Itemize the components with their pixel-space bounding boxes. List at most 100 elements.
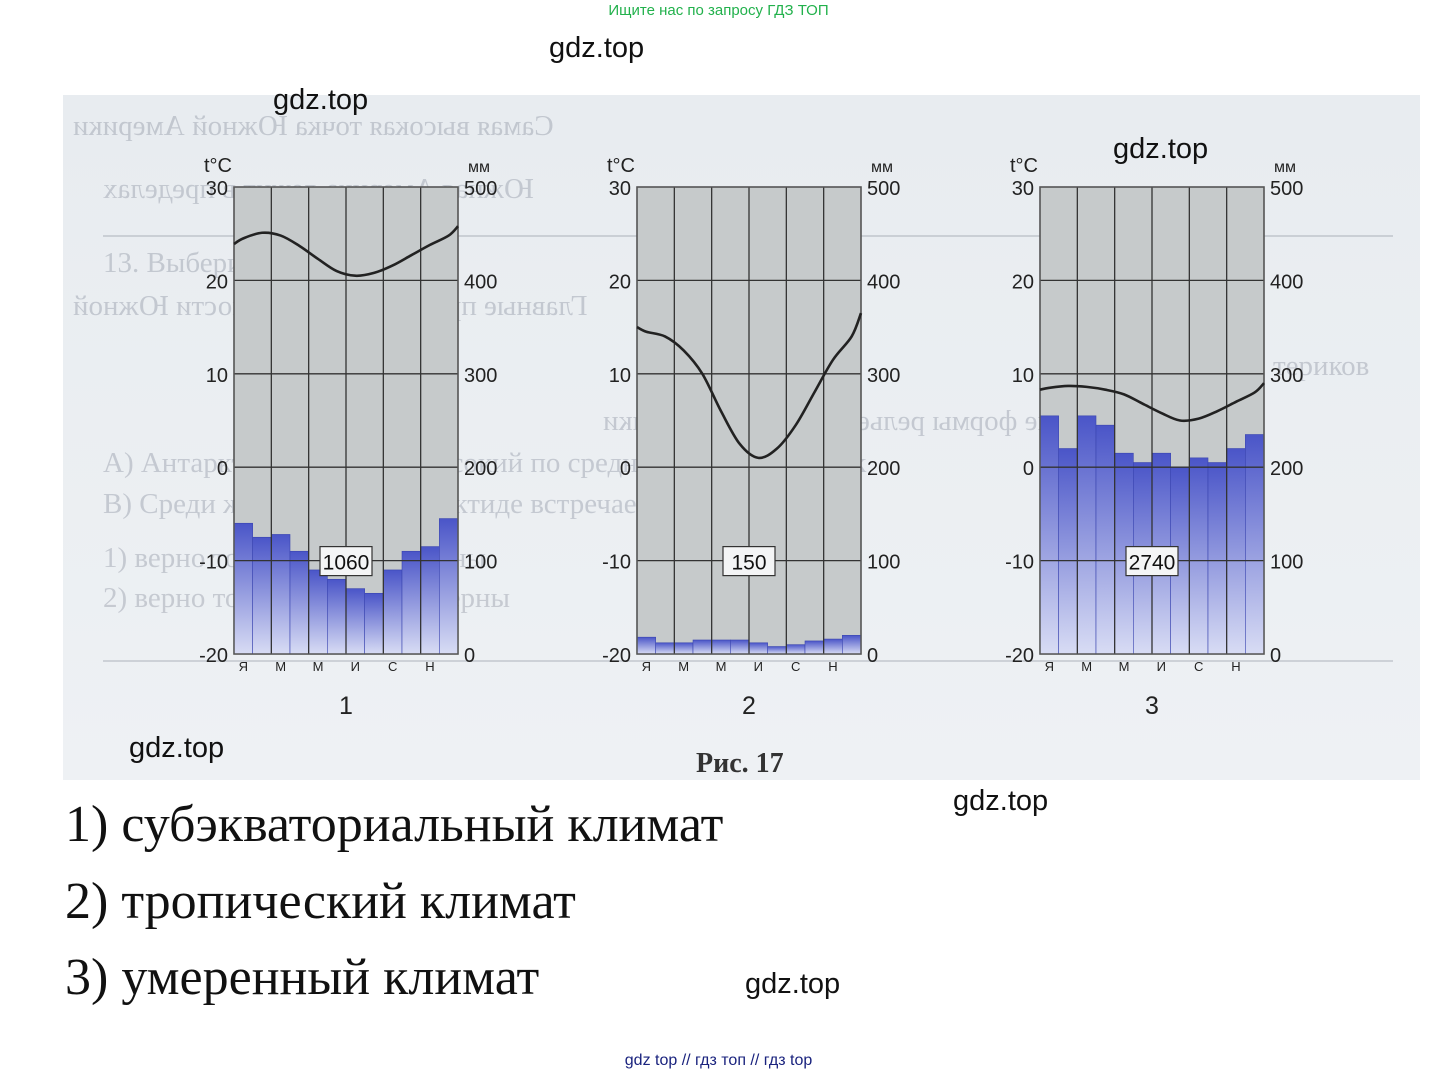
temp-tick-label: 10 bbox=[1012, 365, 1034, 387]
month-label: М bbox=[275, 659, 286, 674]
top-banner[interactable]: Ищите нас по запросу ГДЗ ТОП bbox=[608, 2, 829, 19]
precip-total-box bbox=[1125, 545, 1179, 577]
precip-bar bbox=[1189, 457, 1209, 655]
precip-unit-label: мм bbox=[468, 159, 490, 176]
temp-tick-label: 10 bbox=[206, 365, 228, 387]
precip-bar bbox=[420, 546, 440, 655]
precip-total-label: 2740 bbox=[1129, 552, 1176, 575]
temp-tick-label: 20 bbox=[206, 271, 228, 293]
watermark: gdz.top bbox=[273, 84, 369, 116]
temp-tick-label: 30 bbox=[609, 178, 631, 200]
precip-bar bbox=[271, 534, 291, 655]
plot-frame bbox=[1039, 186, 1265, 655]
figure-caption: Рис. 17 bbox=[696, 748, 784, 779]
month-label: С bbox=[1194, 659, 1203, 674]
precip-bar bbox=[364, 592, 384, 655]
month-label: М bbox=[313, 659, 324, 674]
temp-tick-label: 20 bbox=[1012, 271, 1034, 293]
precip-bar bbox=[711, 639, 731, 655]
precip-bar bbox=[730, 639, 750, 655]
precip-tick-label: 500 bbox=[1270, 178, 1303, 200]
precip-bar bbox=[383, 569, 403, 655]
precip-bar bbox=[1039, 415, 1059, 655]
watermark: gdz.top bbox=[129, 732, 225, 764]
precip-tick-label: 400 bbox=[867, 271, 900, 293]
precip-bar bbox=[308, 569, 328, 655]
month-label: И bbox=[351, 659, 360, 674]
month-label: Я bbox=[239, 659, 248, 674]
month-label: С bbox=[791, 659, 800, 674]
temp-tick-label: -20 bbox=[1005, 645, 1034, 667]
temperature-line bbox=[636, 312, 863, 460]
precip-bar bbox=[289, 550, 309, 655]
precip-bar bbox=[655, 642, 675, 655]
precip-bar bbox=[1207, 462, 1227, 655]
precip-unit-label: мм bbox=[871, 159, 893, 176]
month-label: И bbox=[1157, 659, 1166, 674]
precip-tick-label: 0 bbox=[1270, 645, 1281, 667]
temperature-line bbox=[1039, 382, 1265, 423]
month-label: М bbox=[678, 659, 689, 674]
temp-tick-label: 10 bbox=[609, 365, 631, 387]
precip-bar bbox=[233, 522, 253, 655]
precip-tick-label: 200 bbox=[867, 458, 900, 480]
precip-total-box bbox=[319, 545, 373, 577]
ghost-rule bbox=[103, 660, 1393, 662]
precip-bar bbox=[842, 635, 862, 655]
temp-tick-label: -10 bbox=[602, 552, 631, 574]
precip-bar bbox=[823, 638, 843, 655]
precip-tick-label: 300 bbox=[464, 365, 497, 387]
watermark: gdz.top bbox=[745, 968, 841, 1000]
precip-tick-label: 500 bbox=[464, 178, 497, 200]
temp-unit-label: t°C bbox=[204, 155, 232, 177]
precip-bar bbox=[786, 644, 806, 655]
precip-unit-label: мм bbox=[1274, 159, 1296, 176]
precip-bar bbox=[327, 578, 347, 655]
precip-bar bbox=[636, 636, 656, 655]
temp-unit-label: t°C bbox=[607, 155, 635, 177]
temp-tick-label: -10 bbox=[199, 552, 228, 574]
temp-tick-label: 0 bbox=[217, 458, 228, 480]
plot-frame bbox=[636, 186, 862, 655]
chart-number-label: 3 bbox=[1145, 692, 1159, 720]
precip-total-label: 1060 bbox=[323, 552, 370, 575]
precip-bar bbox=[767, 646, 787, 655]
precip-tick-label: 400 bbox=[464, 271, 497, 293]
precip-tick-label: 300 bbox=[867, 365, 900, 387]
precip-tick-label: 200 bbox=[464, 458, 497, 480]
precip-tick-label: 100 bbox=[464, 552, 497, 574]
precip-bar bbox=[674, 642, 694, 655]
temp-tick-label: 30 bbox=[1012, 178, 1034, 200]
precip-bar bbox=[692, 639, 712, 655]
answer-1: 1) субэкваториальный климат bbox=[65, 796, 724, 853]
temp-tick-label: 0 bbox=[620, 458, 631, 480]
precip-bar bbox=[401, 550, 421, 655]
answer-2: 2) тропический климат bbox=[65, 873, 576, 930]
footer-links[interactable]: gdz top // гдз топ // гдз top bbox=[624, 1052, 813, 1069]
ghost-text: териков bbox=[1273, 350, 1370, 382]
precip-total-label: 150 bbox=[731, 552, 766, 575]
precip-tick-label: 100 bbox=[867, 552, 900, 574]
precip-bar bbox=[804, 640, 824, 655]
watermark: gdz.top bbox=[549, 32, 645, 64]
month-label: И bbox=[754, 659, 763, 674]
precip-tick-label: 400 bbox=[1270, 271, 1303, 293]
precip-bar bbox=[1226, 448, 1246, 655]
chart-number-label: 2 bbox=[742, 692, 756, 720]
precip-bar bbox=[1095, 424, 1115, 655]
precip-tick-label: 0 bbox=[867, 645, 878, 667]
month-label: Н bbox=[828, 659, 837, 674]
temp-tick-label: 0 bbox=[1023, 458, 1034, 480]
precip-total-box bbox=[722, 545, 776, 577]
temp-tick-label: -20 bbox=[199, 645, 228, 667]
month-label: М bbox=[716, 659, 727, 674]
temp-tick-label: 20 bbox=[609, 271, 631, 293]
month-label: Я bbox=[1045, 659, 1054, 674]
precip-tick-label: 100 bbox=[1270, 552, 1303, 574]
precip-bar bbox=[748, 642, 768, 655]
month-label: Я bbox=[642, 659, 651, 674]
precip-tick-label: 500 bbox=[867, 178, 900, 200]
answer-3: 3) умеренный климат bbox=[65, 949, 540, 1006]
precip-bar bbox=[1058, 448, 1078, 655]
